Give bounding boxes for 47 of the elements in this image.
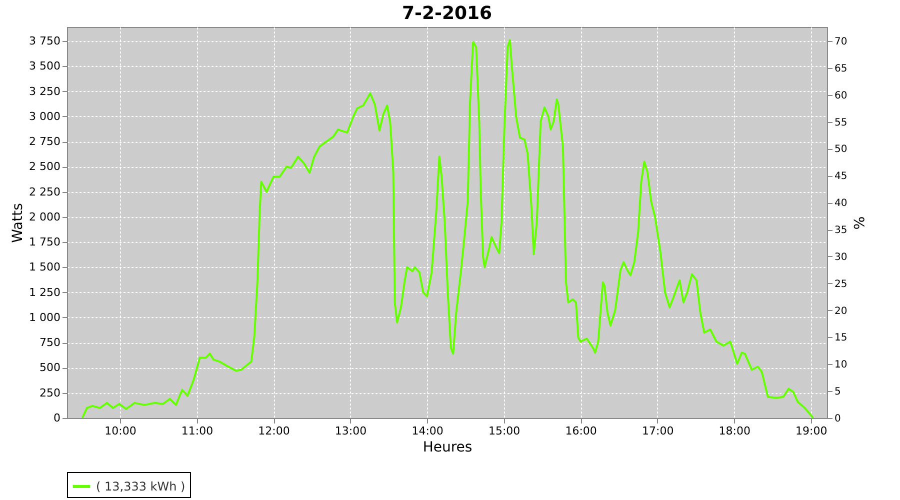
y-tick-label: 2 500 [29,160,60,174]
y2-tick-label: 45 [834,171,848,182]
y2-tick-label: 30 [834,252,848,263]
x-tick-label: 18:00 [718,424,750,438]
y-tick-label: 2 750 [29,135,60,148]
x-tick-label: 16:00 [565,424,597,438]
y2-tick-label: 50 [834,144,848,156]
y2-tick-label: 55 [834,117,848,128]
x-axis-title: Heures [422,440,472,456]
y-tick-label: 2 000 [29,210,60,224]
y2-tick-label: 25 [834,278,848,290]
y2-tick-label: 60 [834,90,848,102]
y2-tick-label: 40 [834,198,848,210]
y-tick-label: 250 [40,386,60,400]
y2-tick-label: 65 [834,63,848,74]
line-series [81,39,814,419]
y-tick-label: 500 [40,361,60,374]
x-tick-label: 15:00 [488,424,520,438]
y-tick-label: 1 000 [29,310,60,324]
y-tick-label: 3 500 [29,60,60,73]
y-tick-label: 2 250 [29,185,60,198]
y-tick-label: 1 250 [29,286,60,299]
x-tick-label: 11:00 [181,424,214,438]
y2-axis-title: % [850,216,866,230]
y-tick-label: 1 750 [29,236,60,249]
x-tick-label: 19:00 [796,424,828,438]
y-tick-label: 3 250 [29,84,60,98]
chart-title: 7-2-2016 [402,3,492,24]
y-axis-title: Watts [10,203,26,243]
legend-label: ( 13,333 kWh ) [96,480,186,494]
y-tick-label: 3 750 [29,34,60,48]
y2-tick-label: 10 [834,360,848,371]
x-tick-label: 13:00 [334,424,367,438]
y2-tick-label: 20 [834,306,848,317]
y2-tick-label: 15 [834,332,848,344]
y-tick-label: 3 000 [29,110,60,123]
x-tick-label: 10:00 [104,424,136,438]
y-tick-label: 0 [54,412,60,424]
x-tick-label: 17:00 [642,424,674,438]
x-tick-label: 12:00 [258,424,290,438]
y2-tick-label: 0 [834,414,841,424]
x-tick-label: 14:00 [412,424,444,438]
y2-tick-label: 35 [834,225,848,236]
y-tick-label: 1 500 [29,260,60,274]
y-tick-label: 750 [40,336,60,350]
y2-tick-label: 5 [834,386,841,398]
y2-tick-label: 70 [834,36,848,48]
